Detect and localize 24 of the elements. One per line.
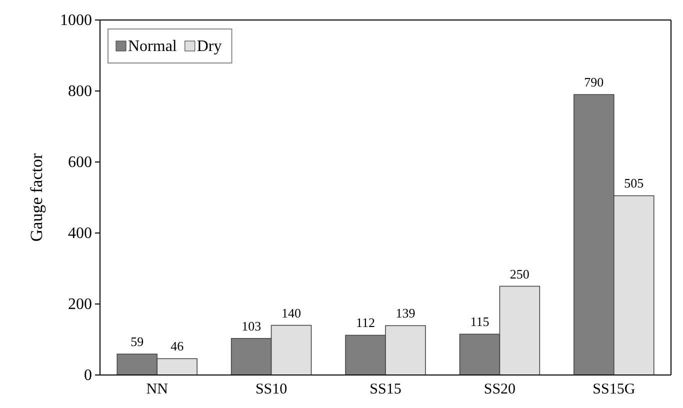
x-tick-label: SS15 (370, 382, 402, 398)
data-label: 112 (356, 315, 376, 330)
y-tick-label: 400 (68, 225, 92, 242)
x-tick-label: SS15G (592, 382, 636, 398)
legend-label: Dry (196, 38, 222, 55)
y-axis-title: Gauge factor (27, 153, 46, 242)
data-label: 140 (282, 305, 302, 320)
x-tick-label: SS10 (255, 382, 288, 398)
data-label: 505 (624, 176, 644, 191)
y-tick-label: 800 (68, 83, 92, 100)
data-label: 46 (170, 338, 184, 354)
x-tick-label: SS20 (484, 382, 516, 398)
data-label: 115 (470, 314, 490, 330)
x-tick-label: NN (146, 382, 168, 398)
data-label: 59 (130, 334, 144, 350)
data-label: 250 (510, 266, 530, 282)
y-tick-label: 600 (68, 154, 92, 172)
y-tick-label: 0 (84, 367, 92, 384)
y-tick-label: 1000 (60, 12, 92, 30)
data-label: 790 (584, 74, 604, 90)
legend-label: Normal (128, 38, 178, 55)
data-label: 139 (396, 306, 416, 321)
data-label: 103 (242, 318, 262, 334)
y-tick-label: 200 (68, 296, 92, 314)
